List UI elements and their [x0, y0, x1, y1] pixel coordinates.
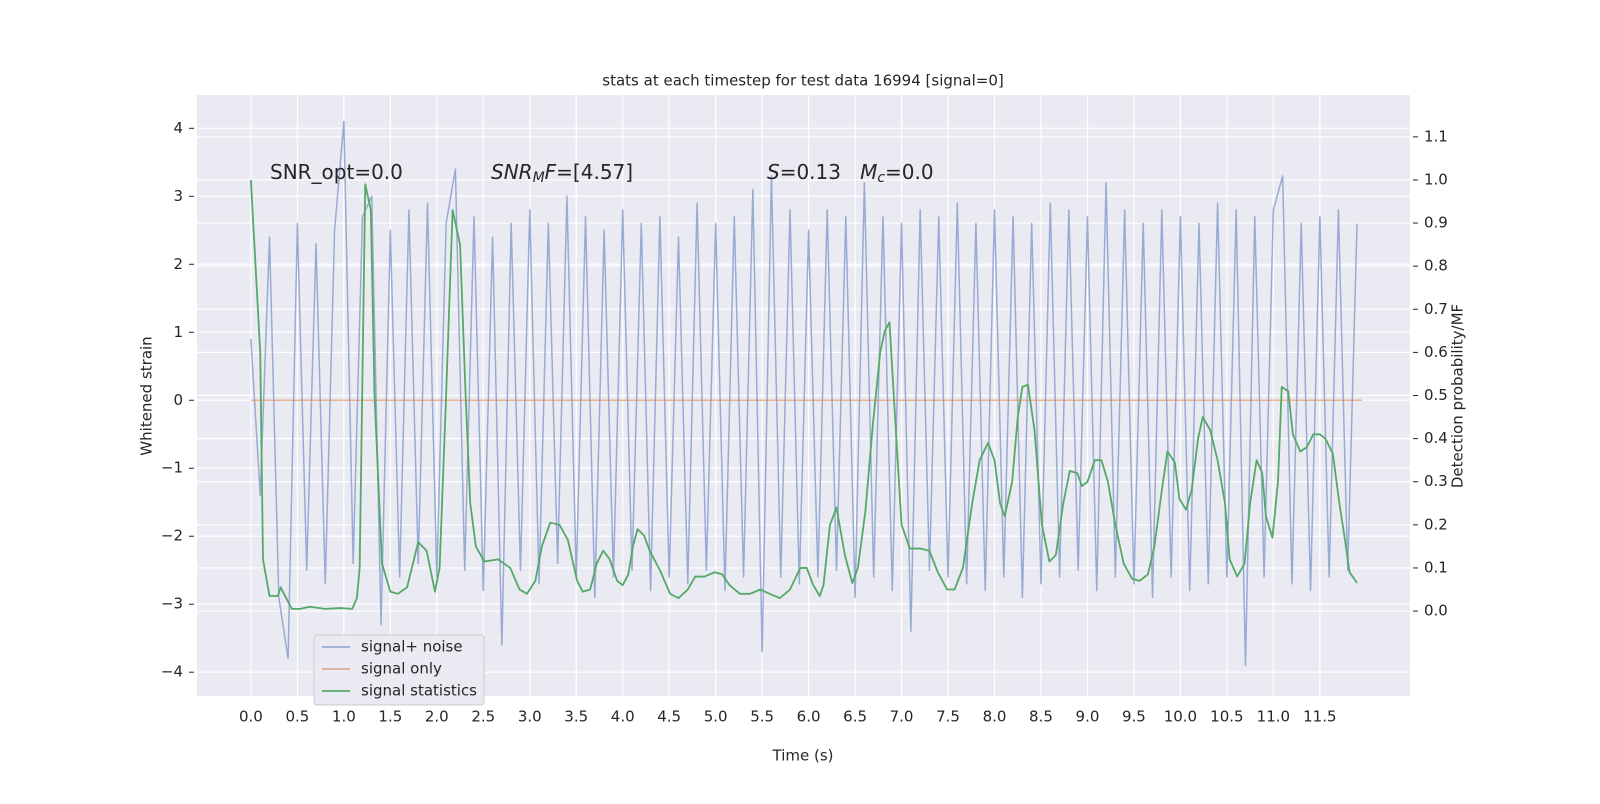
y2-tick-label: 0.5 — [1424, 386, 1448, 404]
x-axis-label: Time (s) — [772, 747, 834, 765]
x-tick-label: 10.5 — [1210, 708, 1243, 726]
y-tick-label: −4 — [161, 663, 183, 681]
x-tick-label: 7.5 — [936, 708, 960, 726]
x-tick-label: 3.5 — [564, 708, 588, 726]
x-tick-label: 6.5 — [843, 708, 867, 726]
legend: signal+ noise signal only signal statistic… — [313, 634, 485, 706]
x-tick-label: 2.5 — [471, 708, 495, 726]
annotation-part: SNR — [491, 160, 533, 184]
y-tick-label: 1 — [173, 323, 183, 341]
y-tick-label: −2 — [161, 527, 183, 545]
chart-title: stats at each timestep for test data 169… — [602, 72, 1003, 90]
annotation: SNRMF=[4.57] — [491, 160, 633, 187]
x-tick-label: 0.0 — [239, 708, 263, 726]
annotation-part: =0.0 — [885, 160, 934, 184]
x-tick-label: 8.5 — [1029, 708, 1053, 726]
x-tick-label: 6.0 — [797, 708, 821, 726]
annotation-part: M — [533, 170, 545, 186]
x-tick-label: 5.5 — [750, 708, 774, 726]
y2-tick-label: 1.0 — [1424, 170, 1448, 188]
y2-tick-label: 0.3 — [1424, 472, 1448, 490]
y2-tick-label: 0.1 — [1424, 558, 1448, 576]
annotation-part: M — [860, 160, 877, 184]
annotation-part: F — [545, 160, 557, 184]
series-line — [250, 179, 1358, 610]
legend-label: signal statistics — [361, 682, 477, 700]
x-tick-label: 7.0 — [890, 708, 914, 726]
annotation-part: =0.13 — [780, 160, 860, 184]
y2-tick-label: 0.8 — [1424, 257, 1448, 275]
y-tick-label: 0 — [173, 391, 183, 409]
x-tick-label: 9.0 — [1076, 708, 1100, 726]
y-tick-label: 3 — [173, 187, 183, 205]
x-tick-label: 5.0 — [704, 708, 728, 726]
x-tick-label: 8.0 — [983, 708, 1007, 726]
annotation-part: SNR_opt=0.0 — [270, 160, 403, 184]
annotation-part: c — [877, 170, 885, 186]
annotation-part: S — [767, 160, 780, 184]
y2-tick-label: 0.0 — [1424, 602, 1448, 620]
y2-tick-label: 0.4 — [1424, 429, 1448, 447]
annotation: SNR_opt=0.0 — [270, 160, 403, 184]
annotation-part: =[4.57] — [556, 160, 633, 184]
y2-tick-label: 0.6 — [1424, 343, 1448, 361]
x-tick-label: 2.0 — [425, 708, 449, 726]
y-tick-label: −3 — [161, 595, 183, 613]
y-axis-label: Whitened strain — [138, 336, 156, 455]
x-tick-label: 9.5 — [1122, 708, 1146, 726]
y2-tick-label: 0.9 — [1424, 214, 1448, 232]
y-tick-label: 4 — [173, 119, 183, 137]
y2-tick-label: 1.1 — [1424, 127, 1448, 145]
x-tick-label: 0.5 — [285, 708, 309, 726]
legend-label: signal only — [361, 660, 442, 678]
y2-tick-label: 0.7 — [1424, 300, 1448, 318]
legend-box — [313, 634, 485, 706]
y-tick-label: 2 — [173, 255, 183, 273]
x-tick-label: 1.5 — [378, 708, 402, 726]
legend-label: signal+ noise — [361, 638, 463, 656]
y-tick-label: −1 — [161, 459, 183, 477]
x-tick-label: 1.0 — [332, 708, 356, 726]
x-tick-label: 3.0 — [518, 708, 542, 726]
x-tick-label: 10.0 — [1164, 708, 1197, 726]
y2-axis-label: Detection probability/MF — [1449, 304, 1467, 488]
series-line — [250, 120, 1358, 667]
x-tick-label: 11.5 — [1303, 708, 1336, 726]
x-tick-label: 4.0 — [611, 708, 635, 726]
x-tick-label: 11.0 — [1257, 708, 1290, 726]
x-tick-label: 4.5 — [657, 708, 681, 726]
y2-tick-label: 0.2 — [1424, 515, 1448, 533]
annotation: S=0.13 Mc=0.0 — [767, 160, 934, 187]
